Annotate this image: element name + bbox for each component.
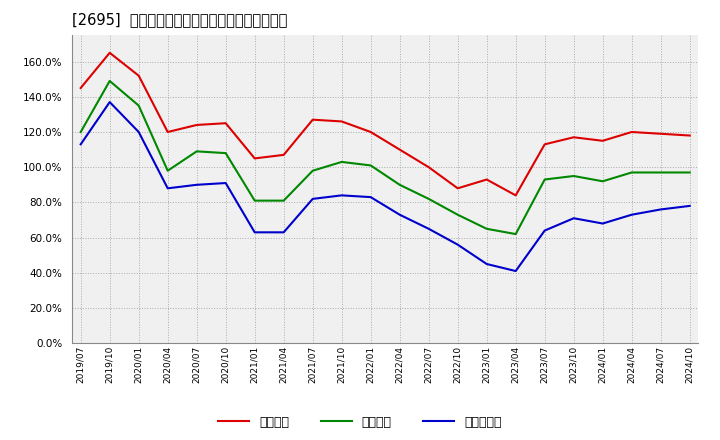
Text: [2695]  流動比率、当座比率、現預金比率の推移: [2695] 流動比率、当座比率、現預金比率の推移 bbox=[72, 12, 287, 27]
Legend: 流動比率, 当座比率, 現預金比率: 流動比率, 当座比率, 現預金比率 bbox=[213, 411, 507, 434]
